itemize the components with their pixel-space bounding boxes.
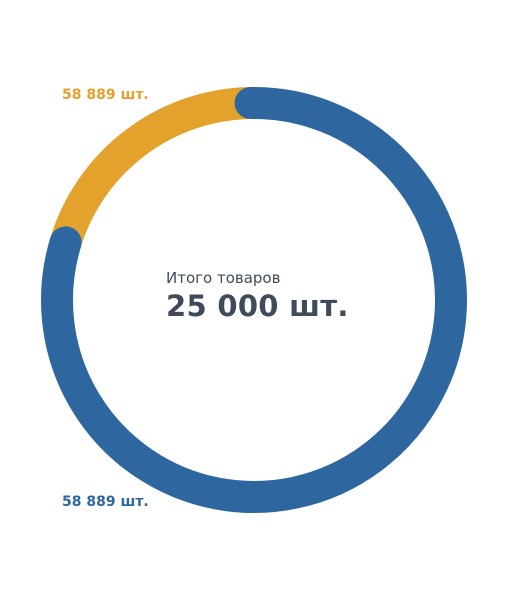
slice-label-orange: 58 889 шт.: [62, 87, 149, 103]
slice-label-blue: 58 889 шт.: [62, 494, 149, 510]
donut-slice-blue: [41, 87, 467, 513]
donut-slice-orange: [49, 87, 267, 259]
total-value: 25 000 шт.: [166, 289, 349, 323]
total-caption: Итого товаров: [166, 269, 281, 287]
donut-center-total: Итого товаров 25 000 шт.: [166, 268, 349, 324]
